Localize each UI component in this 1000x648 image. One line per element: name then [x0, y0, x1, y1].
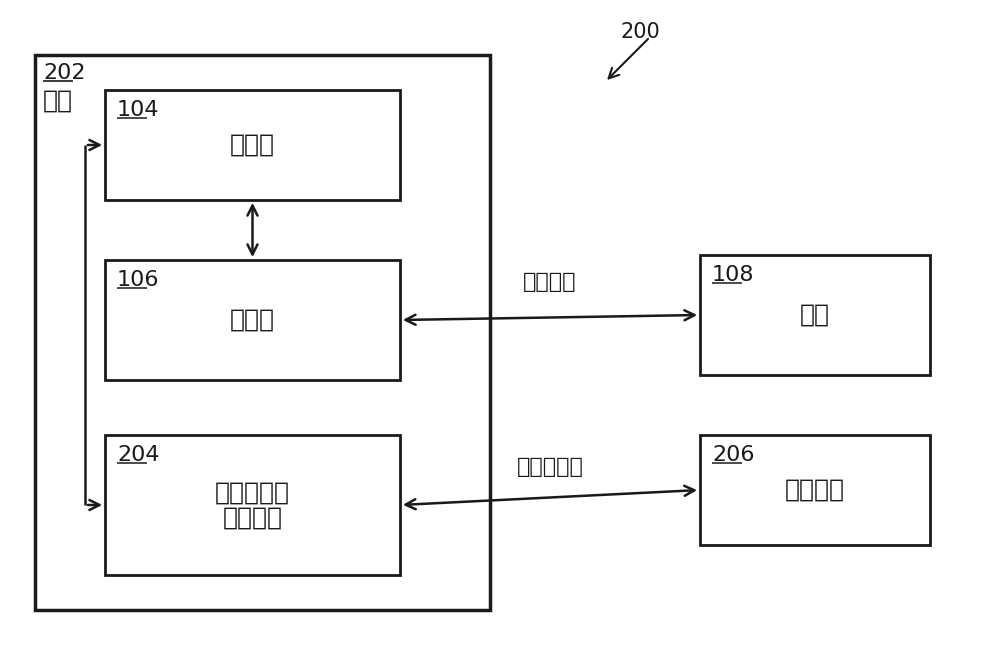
Text: 远距离通信: 远距离通信 [517, 457, 583, 477]
Text: 标签: 标签 [800, 303, 830, 327]
Text: 202: 202 [43, 63, 86, 83]
Bar [105, 435, 400, 575]
Bar [700, 255, 930, 375]
Bar [35, 55, 490, 610]
Bar [105, 90, 400, 200]
Text: 控制器: 控制器 [230, 133, 275, 157]
Text: 106: 106 [117, 270, 160, 290]
Text: 设备: 设备 [43, 89, 73, 113]
Text: 206: 206 [712, 445, 755, 465]
Text: 204: 204 [117, 445, 160, 465]
Text: 移动装置: 移动装置 [785, 478, 845, 502]
Text: 通信单元: 通信单元 [222, 505, 283, 529]
Text: 远距离无线: 远距离无线 [215, 480, 290, 504]
Bar [700, 435, 930, 545]
Text: 108: 108 [712, 265, 755, 285]
Text: 读取器: 读取器 [230, 308, 275, 332]
Text: 200: 200 [620, 22, 660, 42]
Text: 通信信道: 通信信道 [523, 272, 577, 292]
Text: 104: 104 [117, 100, 160, 120]
Bar [105, 260, 400, 380]
